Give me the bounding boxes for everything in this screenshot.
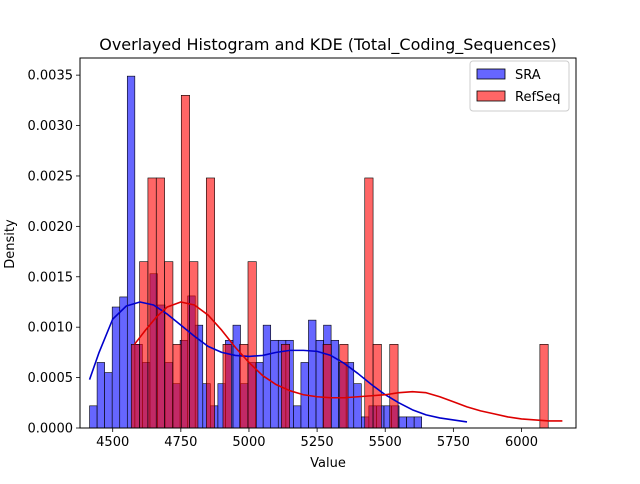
histogram-bar-sra [406,416,415,429]
y-tick-label: 0.0000 [28,422,74,437]
histogram-bar-sra [96,362,105,429]
histogram-bar-refseq [189,261,199,429]
histogram-bar-sra [89,405,98,429]
chart-title: Overlayed Histogram and KDE (Total_Codin… [99,35,557,55]
histogram-bar-refseq [155,177,165,429]
x-tick-label: 5000 [232,435,265,450]
histogram-bar-refseq [180,95,190,429]
y-tick-label: 0.0005 [28,371,74,386]
y-axis-label: Density [3,219,18,269]
histogram-bar-refseq [147,177,157,429]
histogram-bar-sra [413,416,422,429]
histogram-bar-refseq [539,344,549,429]
x-tick-label: 4750 [164,435,197,450]
histogram-bar-refseq [339,344,349,429]
x-axis-label: Value [310,456,346,471]
legend-swatch-refseq [476,90,506,102]
histogram-bar-refseq [281,344,290,429]
axes-frame [79,57,577,429]
histogram-bar-sra [119,296,128,429]
x-tick-label: 5500 [369,435,402,450]
histogram-bar-refseq [364,177,374,429]
x-tick-label: 5750 [437,435,470,450]
histogram-bar-refseq [164,261,174,429]
histogram-bar-sra [293,405,302,429]
histogram-bar-sra [398,416,407,429]
histogram-bar-refseq [139,261,149,429]
histogram-bar-refseq [205,177,215,429]
kde-line-refseq [133,301,563,422]
y-tick-label: 0.0030 [28,119,74,134]
histogram-bar-refseq [247,261,257,429]
y-tick-label: 0.0025 [28,169,74,184]
y-tick-label: 0.0020 [28,220,74,235]
histogram-bar-refseq [130,344,140,429]
kde-line-sra [88,301,468,423]
legend-swatch-sra [476,68,506,80]
histogram-bar-sra [104,372,113,429]
legend-label-sra: SRA [515,68,541,83]
x-tick-label: 4500 [96,435,129,450]
x-tick-label: 5250 [301,435,334,450]
y-tick-label: 0.0035 [28,69,74,84]
y-tick-label: 0.0015 [28,270,74,285]
legend: SRA RefSeq [469,60,570,112]
legend-label-refseq: RefSeq [515,90,561,105]
histogram-bar-refseq [322,344,332,429]
histogram-bar-sra [330,339,339,429]
histogram-bar-sra [353,383,362,429]
histogram-bar-refseq [389,344,399,429]
plot-area: 4500 4750 5000 5250 5500 5750 6000 0.0000 0.0005… [28,57,577,450]
histogram-bar-sra [308,319,317,429]
y-tick-label: 0.0010 [28,321,74,336]
histogram-bar-refseq [172,344,182,429]
x-tick-label: 6000 [505,435,538,450]
histogram-bar-sra [111,306,121,429]
histogram-bar-refseq [222,344,232,429]
